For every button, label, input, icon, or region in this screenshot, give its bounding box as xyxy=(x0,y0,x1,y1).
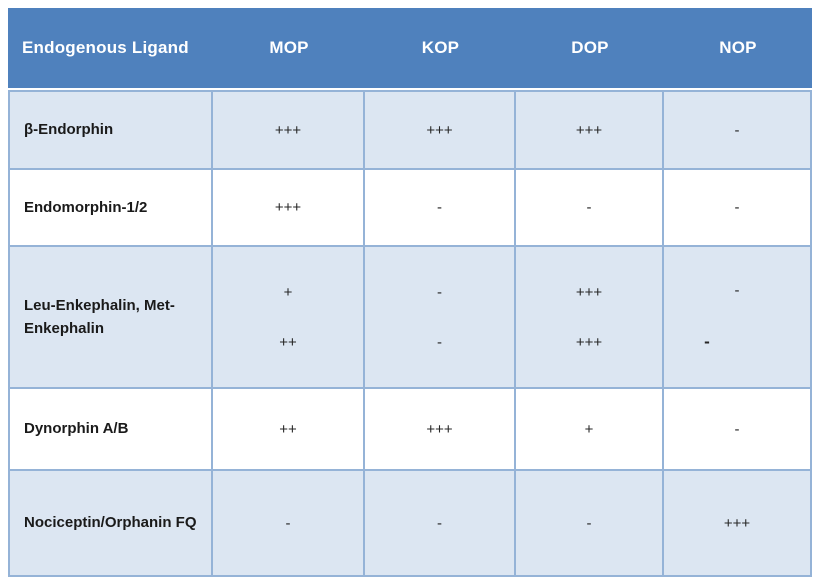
value-cell-kop: - - xyxy=(363,247,514,387)
value-line-1: - xyxy=(437,283,442,301)
value-line-2: - xyxy=(704,332,710,351)
table-row-enkephalins: Leu-Enkephalin, Met-Enkephalin + ++ - - … xyxy=(10,245,810,387)
value-cell-nop: +++ xyxy=(662,471,810,575)
ligand-cell: Nociceptin/Orphanin FQ xyxy=(24,514,197,532)
value-cell-dop: + xyxy=(514,389,662,469)
header-cell-dop: DOP xyxy=(571,38,609,57)
value-cell-mop: +++ xyxy=(211,170,363,245)
opioid-receptor-affinity-table: Endogenous Ligand MOP KOP DOP NOP β-Endo… xyxy=(8,8,812,577)
ligand-cell: Leu-Enkephalin, Met-Enkephalin xyxy=(24,296,175,337)
table-row-dynorphin: Dynorphin A/B ++ +++ + - xyxy=(10,387,810,469)
table-row-nociceptin: Nociceptin/Orphanin FQ - - - +++ xyxy=(10,469,810,575)
table-row-beta-endorphin: β-Endorphin +++ +++ +++ - xyxy=(10,92,810,168)
value-cell-nop: - xyxy=(662,170,810,245)
value-line-2: +++ xyxy=(575,333,603,351)
value-line-2: ++ xyxy=(279,333,297,351)
value-cell-kop: +++ xyxy=(363,92,514,168)
value-line-1: +++ xyxy=(575,283,603,301)
ligand-cell: Endomorphin-1/2 xyxy=(24,198,148,216)
value-cell-dop: +++ +++ xyxy=(514,247,662,387)
value-cell-nop: - - xyxy=(662,247,810,387)
value-cell-dop: - xyxy=(514,471,662,575)
value-cell-kop: +++ xyxy=(363,389,514,469)
table-header-row: Endogenous Ligand MOP KOP DOP NOP xyxy=(8,8,812,88)
value-line-2: - xyxy=(437,333,442,351)
ligand-cell: β-Endorphin xyxy=(24,121,114,139)
value-line-1: + xyxy=(283,283,293,301)
header-cell-kop: KOP xyxy=(421,38,460,57)
table-row-endomorphin: Endomorphin-1/2 +++ - - - xyxy=(10,168,810,245)
value-line-1: - xyxy=(734,282,740,299)
value-cell-mop: + ++ xyxy=(211,247,363,387)
header-cell-mop: MOP xyxy=(269,38,309,57)
value-cell-kop: - xyxy=(363,471,514,575)
header-cell-endogenous-ligand: Endogenous Ligand xyxy=(22,38,189,57)
value-cell-mop: +++ xyxy=(211,92,363,168)
table-body: β-Endorphin +++ +++ +++ - Endomorphin-1/… xyxy=(8,90,812,577)
value-cell-mop: - xyxy=(211,471,363,575)
value-cell-dop: +++ xyxy=(514,92,662,168)
value-cell-nop: - xyxy=(662,389,810,469)
ligand-cell: Dynorphin A/B xyxy=(24,420,129,438)
value-cell-nop: - xyxy=(662,92,810,168)
value-cell-kop: - xyxy=(363,170,514,245)
value-cell-dop: - xyxy=(514,170,662,245)
value-cell-mop: ++ xyxy=(211,389,363,469)
header-cell-nop: NOP xyxy=(719,38,757,57)
